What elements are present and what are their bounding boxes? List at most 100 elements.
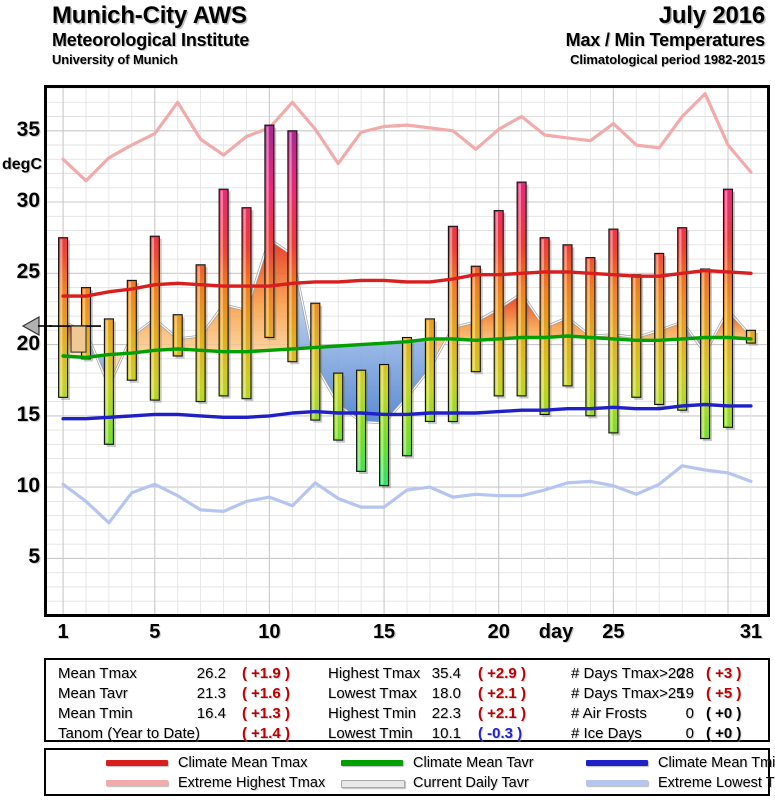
daily-temperature-bar[interactable] <box>310 302 321 421</box>
x-axis-label: day <box>538 621 574 643</box>
stat-label: Lowest Tmin <box>328 725 413 742</box>
extreme-highest-tmax-line <box>61 92 753 183</box>
header-left: Munich-City AWS Meteorological Institute… <box>52 2 249 68</box>
daily-temperature-bar[interactable] <box>195 264 206 403</box>
legend-label: Climate Mean Tmin <box>658 755 775 771</box>
climate-mean-tmin-line <box>61 402 753 421</box>
stat-anomaly: ( +1.3 ) <box>242 705 290 722</box>
daily-temperature-bar[interactable] <box>516 181 527 397</box>
legend-label: Climate Mean Tmax <box>178 755 308 771</box>
bar-highlight <box>381 366 384 485</box>
y-axis-tick-35: 35 <box>16 117 40 141</box>
daily-temperature-bar[interactable] <box>287 130 298 363</box>
daily-temperature-bar[interactable] <box>218 188 229 397</box>
daily-temperature-bar[interactable] <box>424 318 435 423</box>
climate-mean-tmax-line <box>61 268 753 298</box>
university-name: University of Munich <box>52 52 178 67</box>
y-axis-tick-15: 15 <box>16 402 40 426</box>
daily-temperature-bar[interactable] <box>172 314 183 357</box>
statistics-box: Mean Tmax 26.2 ( +1.9 ) Mean Tavr 21.3 ( +1.6… <box>44 658 770 742</box>
stat-anomaly: ( +2.1 ) <box>478 685 526 702</box>
legend-label: Extreme Lowest Tmin <box>658 775 775 791</box>
plot-area <box>44 85 770 617</box>
bar-highlight <box>60 239 63 396</box>
daily-temperature-bar[interactable] <box>677 227 688 411</box>
daily-temperature-bar[interactable] <box>562 244 573 387</box>
stat-value: 18.0 <box>431 685 461 702</box>
daily-temperature-bar[interactable] <box>241 207 252 400</box>
bar-highlight <box>335 374 338 439</box>
bar-highlight <box>404 339 407 455</box>
bar-highlight <box>174 316 177 355</box>
plot-content <box>47 88 767 614</box>
daily-temperature-bar[interactable] <box>379 363 390 487</box>
station-title: Munich-City AWS <box>52 2 247 29</box>
bar-highlight <box>358 371 361 470</box>
bar-highlight <box>679 229 682 409</box>
daily-temperature-bar[interactable] <box>654 252 665 406</box>
daily-temperature-bar[interactable] <box>333 372 344 441</box>
y-axis-unit-label: degC <box>2 156 42 174</box>
daily-temperature-bar[interactable] <box>470 265 481 373</box>
bar-highlight <box>197 266 200 401</box>
x-axis-tick-25: 25 <box>602 621 625 643</box>
stat-label: # Days Tmax>25 <box>571 685 685 702</box>
daily-temperature-bar[interactable] <box>401 336 413 457</box>
stat-label: Lowest Tmax <box>328 685 417 702</box>
bar-highlight <box>220 190 223 395</box>
daily-temperature-bar[interactable] <box>103 318 114 445</box>
y-axis-tick-30: 30 <box>16 189 40 213</box>
y-axis-tick-25: 25 <box>16 260 40 284</box>
stat-anomaly: ( -0.3 ) <box>478 725 523 742</box>
daily-temperature-bar[interactable] <box>631 274 642 398</box>
bar-highlight <box>725 190 728 426</box>
daily-temperature-bar[interactable] <box>58 237 69 398</box>
x-axis-tick-31: 31 <box>739 621 763 643</box>
stat-anomaly: ( +2.1 ) <box>478 705 526 722</box>
stat-anomaly: ( +5 ) <box>706 685 742 702</box>
stat-anomaly: ( +1.6 ) <box>242 685 290 702</box>
chart-subtitle: Max / Min Temperatures <box>565 30 766 50</box>
x-axis-tick-1: 1 <box>57 621 69 643</box>
stat-anomaly: ( +2.9 ) <box>478 665 526 682</box>
stat-value: 19 <box>677 685 694 702</box>
stat-value: 35.4 <box>431 665 461 682</box>
daily-temperature-bar[interactable] <box>447 225 458 423</box>
daily-temperature-bar[interactable] <box>745 329 756 344</box>
daily-temperature-bar[interactable] <box>700 268 711 440</box>
bar-highlight <box>564 246 567 385</box>
stat-value: 0 <box>685 705 694 722</box>
daily-temperature-bar[interactable] <box>493 210 504 397</box>
stat-label: Highest Tmax <box>328 665 421 682</box>
header-right: July 2016 Max / Min Temperatures Climato… <box>565 2 766 68</box>
bar-highlight <box>633 276 636 396</box>
daily-temperature-bar[interactable] <box>264 124 275 339</box>
bar-highlight <box>243 209 246 398</box>
bar-highlight <box>289 132 292 361</box>
y-axis-tick-10: 10 <box>16 474 40 498</box>
legend-swatch <box>341 760 403 766</box>
stat-value: 22.3 <box>431 705 461 722</box>
daily-temperature-bar[interactable] <box>608 228 619 434</box>
daily-temperature-bar[interactable] <box>356 369 367 472</box>
stat-label: Mean Tmin <box>58 705 133 722</box>
bar-highlight <box>495 212 498 395</box>
institute-name: Meteorological Institute <box>52 30 250 50</box>
daily-temperature-bar[interactable] <box>149 235 160 401</box>
monthly-mean-block <box>70 325 87 353</box>
legend-label: Extreme Highest Tmax <box>178 775 326 791</box>
bar-highlight <box>472 267 476 371</box>
daily-temperature-bar[interactable] <box>722 188 734 428</box>
monthly-mean-arrow <box>21 315 52 337</box>
daily-temperature-bar[interactable] <box>126 279 137 381</box>
stat-label: Mean Tmax <box>58 665 137 682</box>
legend-swatch <box>106 760 168 766</box>
bar-highlight <box>656 254 659 403</box>
extreme-lowest-tmin-line <box>61 464 753 525</box>
stat-label: Highest Tmin <box>328 705 417 722</box>
bar-highlight <box>312 304 315 419</box>
stat-label: # Air Frosts <box>571 705 647 722</box>
daily-temperature-bar[interactable] <box>539 237 550 416</box>
stat-label: # Ice Days <box>571 725 642 742</box>
legend-label: Climate Mean Tavr <box>413 755 534 771</box>
